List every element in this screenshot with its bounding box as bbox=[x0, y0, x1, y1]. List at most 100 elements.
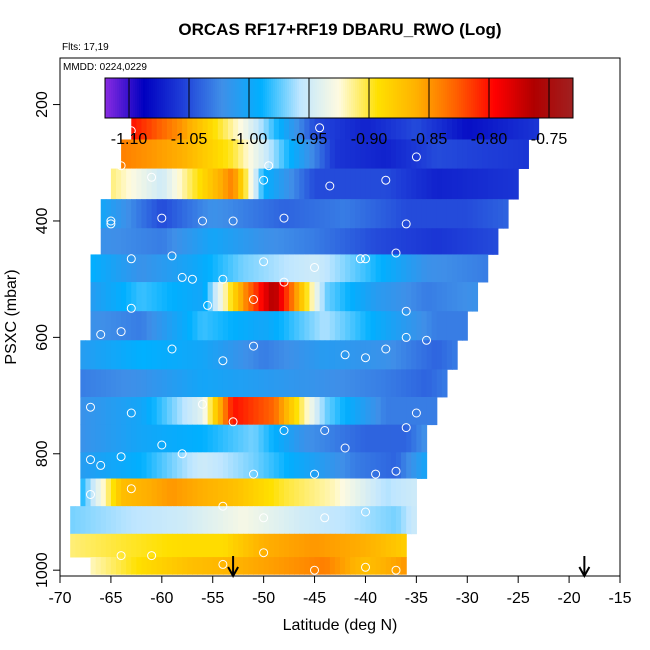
heat-cell bbox=[212, 199, 219, 229]
heat-cell bbox=[222, 111, 229, 140]
heat-cell bbox=[228, 340, 234, 370]
colorbar-tick-label: -0.85 bbox=[411, 131, 448, 148]
heat-cell bbox=[202, 111, 209, 140]
heat-cell bbox=[253, 369, 260, 398]
heat-cell bbox=[110, 533, 117, 558]
colorbar-cell bbox=[451, 78, 454, 118]
heat-cell bbox=[284, 311, 290, 341]
heat-cell bbox=[110, 506, 117, 535]
sample-circle bbox=[96, 178, 106, 188]
colorbar-cell bbox=[373, 78, 376, 118]
heat-cell bbox=[116, 452, 122, 479]
heat-cell bbox=[329, 557, 336, 575]
heat-cell bbox=[151, 139, 158, 169]
heat-cell bbox=[268, 228, 275, 255]
heat-cell bbox=[289, 478, 295, 507]
heat-cell bbox=[233, 340, 239, 370]
heat-cell bbox=[329, 397, 336, 426]
colorbar-cell bbox=[365, 78, 368, 118]
heat-cell bbox=[233, 533, 239, 558]
heat-cell bbox=[166, 478, 173, 507]
heat-cell bbox=[197, 369, 204, 398]
colorbar-cell bbox=[355, 78, 358, 118]
heat-cell bbox=[345, 254, 351, 283]
heat-cell bbox=[126, 254, 132, 283]
colorbar-cell bbox=[263, 78, 266, 118]
heat-cell bbox=[222, 282, 229, 312]
heat-cell bbox=[258, 506, 265, 535]
heat-cell bbox=[126, 397, 132, 426]
heat-cell bbox=[258, 111, 265, 140]
heat-cell bbox=[314, 282, 321, 312]
heat-cell bbox=[233, 506, 239, 535]
heat-cell bbox=[426, 397, 433, 426]
heat-cell bbox=[217, 340, 224, 370]
colorbar-cell bbox=[501, 78, 504, 118]
heat-cell bbox=[131, 139, 137, 169]
colorbar-cell bbox=[353, 78, 356, 118]
heat-cell bbox=[197, 424, 204, 453]
heat-cell bbox=[187, 478, 193, 507]
heat-cell bbox=[166, 424, 173, 453]
heat-cell bbox=[411, 228, 417, 255]
chart-title: ORCAS RF17+RF19 DBARU_RWO (Log) bbox=[178, 20, 501, 39]
colorbar-cell bbox=[445, 78, 448, 118]
heat-cell bbox=[110, 282, 117, 312]
heat-cell bbox=[238, 139, 244, 169]
heat-cell bbox=[146, 533, 153, 558]
heat-cell bbox=[350, 199, 356, 229]
colorbar-cell bbox=[565, 78, 568, 118]
colorbar-cell bbox=[529, 78, 532, 118]
heat-cell bbox=[233, 199, 239, 229]
colorbar-cell bbox=[405, 78, 408, 118]
colorbar-tick-label: -0.80 bbox=[471, 131, 508, 148]
heat-cell bbox=[187, 111, 193, 140]
heat-cell bbox=[233, 452, 239, 479]
heat-cell bbox=[238, 199, 244, 229]
heat-cell bbox=[472, 199, 479, 229]
heat-cell bbox=[217, 424, 224, 453]
sample-circle bbox=[126, 254, 136, 264]
heat-cell bbox=[212, 168, 219, 200]
heat-cell bbox=[523, 111, 529, 140]
heat-cell bbox=[110, 424, 117, 453]
heat-cell bbox=[187, 199, 193, 229]
colorbar-cell bbox=[167, 78, 170, 118]
heat-cell bbox=[177, 199, 183, 229]
heat-cell bbox=[141, 340, 148, 370]
heat-cell bbox=[156, 168, 163, 200]
heat-cell bbox=[136, 311, 143, 341]
heat-cell bbox=[156, 424, 163, 453]
colorbar-cell bbox=[441, 78, 444, 118]
colorbar-cell bbox=[281, 78, 284, 118]
heat-cell bbox=[482, 139, 489, 169]
heat-cell bbox=[355, 557, 361, 575]
x-tick-label: -20 bbox=[558, 590, 581, 607]
heat-cell bbox=[304, 254, 311, 283]
heat-cell bbox=[151, 311, 158, 341]
heat-cell bbox=[360, 424, 367, 453]
heat-cell bbox=[431, 340, 438, 370]
heat-cell bbox=[243, 139, 249, 169]
heat-cell bbox=[314, 506, 321, 535]
heat-cell bbox=[85, 340, 92, 370]
heat-cell bbox=[233, 228, 239, 255]
heat-cell bbox=[217, 452, 224, 479]
heat-cell bbox=[136, 533, 143, 558]
heat-cell bbox=[146, 340, 153, 370]
heat-cell bbox=[121, 452, 127, 479]
colorbar-cell bbox=[199, 78, 202, 118]
heat-cell bbox=[263, 282, 270, 312]
colorbar-cell bbox=[379, 78, 382, 118]
heat-cell bbox=[340, 340, 346, 370]
heat-cell bbox=[421, 452, 428, 479]
heat-cell bbox=[202, 557, 209, 575]
sample-circle bbox=[116, 452, 126, 462]
heat-cell bbox=[212, 452, 219, 479]
heat-cell bbox=[396, 199, 402, 229]
heat-cell bbox=[273, 311, 280, 341]
heat-cell bbox=[105, 506, 112, 535]
heat-cell bbox=[121, 311, 127, 341]
heat-cell bbox=[202, 452, 209, 479]
colorbar-cell bbox=[221, 78, 224, 118]
